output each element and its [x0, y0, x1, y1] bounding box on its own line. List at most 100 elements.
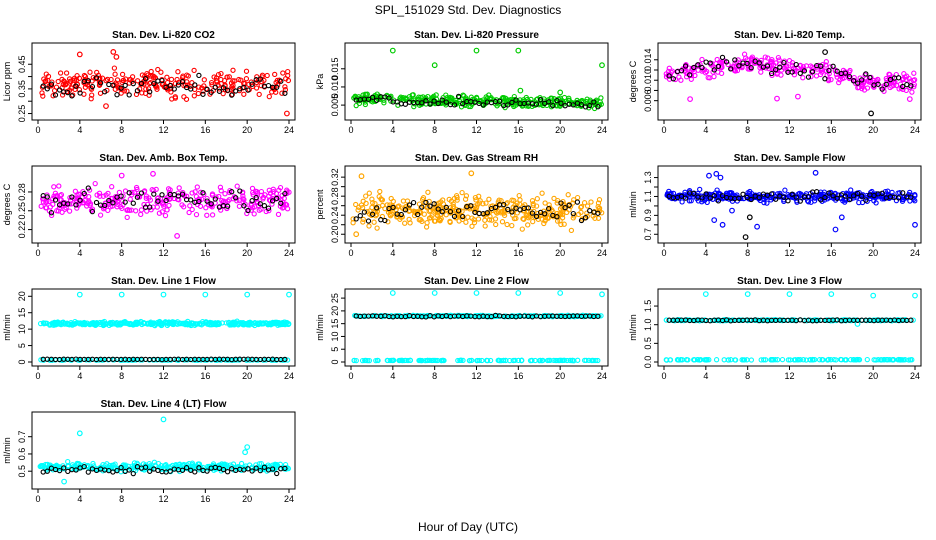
data-point — [460, 357, 466, 364]
plot-frame — [31, 411, 296, 490]
x-tick-label: 12 — [471, 371, 481, 381]
data-point — [437, 217, 443, 223]
data-point — [133, 184, 140, 191]
data-point — [453, 193, 460, 199]
x-tick-label: 4 — [77, 125, 82, 135]
data-point — [789, 191, 795, 197]
data-point — [390, 204, 396, 211]
data-point — [830, 193, 836, 199]
data-point — [153, 186, 159, 193]
data-point — [818, 197, 824, 203]
data-point — [528, 313, 535, 319]
data-point — [735, 57, 741, 63]
data-point — [209, 191, 216, 197]
data-point — [532, 357, 538, 364]
data-point — [459, 189, 465, 196]
data-point — [412, 101, 418, 107]
data-point — [842, 70, 849, 76]
data-point — [147, 89, 153, 95]
data-point — [84, 203, 90, 209]
data-point — [47, 204, 54, 210]
data-point — [718, 70, 725, 77]
data-point — [875, 357, 881, 363]
data-point — [38, 463, 44, 469]
data-point — [878, 357, 884, 363]
series-orange — [350, 170, 605, 238]
data-point — [65, 463, 71, 470]
data-point — [245, 466, 251, 472]
x-tick-label: 8 — [432, 371, 437, 381]
data-point — [688, 198, 694, 204]
data-point — [266, 93, 272, 100]
x-tick-label: 20 — [242, 125, 252, 135]
data-point — [366, 357, 373, 364]
y-tick-label: 0.22 — [17, 221, 27, 239]
data-point — [97, 193, 103, 199]
outlier-point — [868, 110, 874, 117]
outlier-point — [353, 231, 360, 238]
outlier-point — [717, 174, 724, 181]
y-tick-label: 0.9 — [643, 209, 653, 222]
data-point — [562, 204, 568, 211]
data-point — [108, 76, 114, 83]
data-point — [157, 319, 163, 326]
data-point — [37, 320, 44, 327]
data-point — [426, 208, 432, 214]
x-tick-label: 8 — [119, 125, 124, 135]
data-point — [174, 76, 180, 83]
data-point — [525, 222, 531, 228]
data-point — [277, 203, 284, 209]
data-point — [831, 356, 837, 363]
y-tick-label: 0.006 — [643, 89, 653, 112]
data-point — [768, 58, 775, 65]
data-point — [126, 467, 132, 473]
x-tick-label: 20 — [242, 494, 252, 504]
x-tick-label: 8 — [119, 494, 124, 504]
data-point — [59, 357, 66, 363]
data-point — [265, 462, 271, 468]
data-point — [471, 219, 478, 226]
data-point — [58, 192, 65, 198]
data-point — [875, 76, 881, 83]
data-point — [89, 92, 95, 98]
data-point — [768, 70, 775, 77]
y-tick-label: 0.6 — [17, 448, 27, 461]
data-point — [168, 76, 175, 83]
data-point — [374, 225, 380, 231]
data-point — [463, 193, 470, 199]
data-point — [147, 320, 153, 326]
data-point — [665, 72, 671, 78]
x-tick-label: 0 — [661, 125, 666, 135]
data-point — [369, 211, 376, 217]
data-point — [595, 313, 601, 319]
data-point — [451, 102, 458, 108]
data-point — [792, 357, 798, 363]
data-point — [369, 204, 375, 211]
data-point — [103, 77, 109, 84]
data-point — [89, 83, 96, 90]
plot-points — [350, 170, 605, 238]
data-point — [270, 193, 276, 199]
data-point — [554, 97, 560, 104]
outlier-point — [742, 234, 749, 241]
data-point — [715, 63, 722, 70]
x-tick-label: 8 — [745, 125, 750, 135]
data-point — [682, 63, 689, 69]
data-point — [818, 63, 824, 69]
data-point — [237, 188, 243, 194]
x-tick-label: 0 — [348, 371, 353, 381]
data-point — [155, 319, 161, 326]
data-point — [243, 76, 250, 82]
panel-6: Stan. Dev. Sample Flow ml/min 0 4 8 12 16 20 24 0… — [628, 153, 922, 258]
data-point — [246, 322, 253, 328]
data-point — [208, 79, 215, 86]
data-point — [279, 321, 285, 328]
data-point — [188, 197, 194, 203]
data-point — [238, 460, 245, 467]
data-point — [402, 220, 408, 226]
data-point — [210, 320, 216, 327]
data-point — [172, 463, 179, 469]
data-point — [793, 61, 799, 68]
data-point — [147, 463, 153, 469]
data-point — [127, 196, 133, 202]
